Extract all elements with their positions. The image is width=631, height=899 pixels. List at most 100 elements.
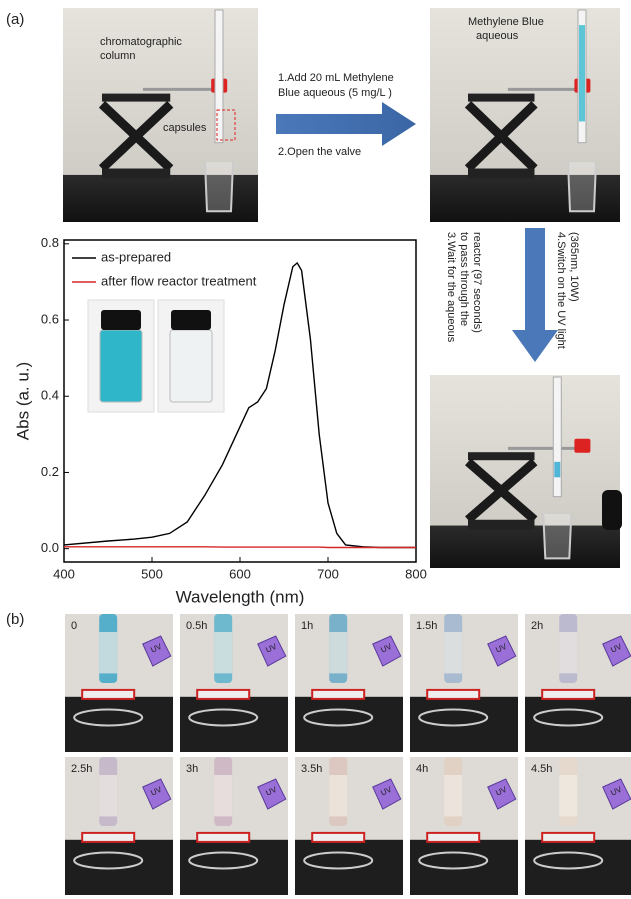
jack bbox=[465, 458, 538, 524]
x-tick-label: 400 bbox=[53, 566, 75, 581]
bench bbox=[430, 174, 620, 222]
legend-label: after flow reactor treatment bbox=[101, 273, 257, 288]
x-tick-label: 600 bbox=[229, 566, 251, 581]
annotation: to pass through the bbox=[458, 232, 470, 326]
beaker bbox=[188, 708, 259, 727]
valve bbox=[196, 688, 251, 700]
beaker bbox=[542, 513, 573, 560]
beaker bbox=[418, 851, 489, 870]
valve bbox=[81, 831, 136, 843]
vial-liquid bbox=[169, 329, 213, 403]
jack bbox=[468, 519, 535, 530]
time-label: 3.5h bbox=[301, 763, 322, 775]
valve bbox=[426, 688, 481, 700]
photo bbox=[430, 8, 620, 222]
uv-lamp bbox=[372, 778, 402, 810]
beaker bbox=[418, 708, 489, 727]
annotation: Blue aqueous (5 mg/L ) bbox=[278, 87, 392, 99]
photo bbox=[63, 8, 258, 222]
annotation: reactor (97 seconds) bbox=[471, 232, 483, 333]
capsules-box bbox=[216, 109, 236, 141]
time-photo: UV0.5h bbox=[180, 614, 288, 752]
uv-lamp bbox=[602, 490, 622, 530]
column bbox=[214, 9, 224, 144]
y-axis-title: Abs (a. u.) bbox=[13, 362, 32, 440]
photo bbox=[430, 375, 620, 568]
time-label: 0.5h bbox=[186, 620, 207, 632]
valve bbox=[311, 831, 366, 843]
y-tick-label: 0.0 bbox=[41, 540, 59, 555]
panel-label: (b) bbox=[6, 611, 24, 628]
annotation: column bbox=[100, 50, 135, 62]
annotation: Methylene Blue bbox=[468, 16, 544, 28]
x-axis-title: Wavelength (nm) bbox=[176, 587, 305, 606]
time-label: 1h bbox=[301, 620, 313, 632]
column-light bbox=[559, 632, 578, 674]
beaker bbox=[188, 851, 259, 870]
x-tick-label: 700 bbox=[317, 566, 339, 581]
time-photo: UV4.5h bbox=[525, 757, 631, 895]
valve bbox=[426, 831, 481, 843]
time-label: 4.5h bbox=[531, 763, 552, 775]
bench bbox=[63, 174, 258, 222]
column-light bbox=[99, 775, 118, 817]
bench bbox=[430, 525, 620, 568]
arrow bbox=[512, 228, 558, 362]
annotation: chromatographic bbox=[100, 36, 182, 48]
liquid bbox=[554, 461, 561, 478]
annotation: 2.Open the valve bbox=[278, 146, 361, 158]
vial-cap bbox=[101, 310, 141, 330]
y-tick-label: 0.2 bbox=[41, 464, 59, 479]
vial-liquid bbox=[99, 329, 143, 403]
x-tick-label: 800 bbox=[405, 566, 427, 581]
legend-label: as-prepared bbox=[101, 249, 171, 264]
time-label: 2.5h bbox=[71, 763, 92, 775]
jack bbox=[468, 93, 535, 102]
time-photo: UV3.5h bbox=[295, 757, 403, 895]
jack bbox=[102, 93, 171, 102]
beaker bbox=[533, 708, 604, 727]
annotation: capsules bbox=[163, 122, 207, 134]
beaker bbox=[567, 162, 597, 213]
time-label: 0 bbox=[71, 620, 77, 632]
clamp bbox=[574, 438, 591, 453]
vial-cap bbox=[171, 310, 211, 330]
panel-label: (a) bbox=[6, 11, 24, 28]
annotation: 3.Wait for the aqueous bbox=[445, 232, 457, 343]
y-tick-label: 0.4 bbox=[41, 388, 59, 403]
annotation: 4.Switch on the UV light bbox=[555, 232, 567, 349]
data-line bbox=[63, 261, 416, 549]
beaker bbox=[73, 708, 144, 727]
column-light bbox=[99, 632, 118, 674]
valve bbox=[81, 688, 136, 700]
annotation: 1.Add 20 mL Methylene bbox=[278, 72, 394, 84]
column-light bbox=[329, 632, 348, 674]
column-light bbox=[214, 775, 233, 817]
annotation: (365nm, 10W) bbox=[568, 232, 580, 302]
y-tick-label: 0.8 bbox=[41, 235, 59, 250]
valve bbox=[196, 831, 251, 843]
beaker bbox=[303, 851, 374, 870]
time-photo: UV1.5h bbox=[410, 614, 518, 752]
liquid bbox=[579, 25, 585, 122]
column bbox=[552, 376, 562, 498]
time-label: 3h bbox=[186, 763, 198, 775]
column-light bbox=[444, 775, 463, 817]
annotation: aqueous bbox=[476, 30, 519, 42]
time-photo: UV2.5h bbox=[65, 757, 173, 895]
time-photo: UV0 bbox=[65, 614, 173, 752]
uv-lamp bbox=[257, 778, 287, 810]
column-light bbox=[444, 632, 463, 674]
uv-lamp bbox=[257, 635, 287, 667]
jack bbox=[102, 168, 171, 179]
uv-lamp bbox=[487, 778, 517, 810]
uv-lamp bbox=[487, 635, 517, 667]
time-label: 2h bbox=[531, 620, 543, 632]
uv-lamp bbox=[372, 635, 402, 667]
jack bbox=[468, 168, 535, 179]
